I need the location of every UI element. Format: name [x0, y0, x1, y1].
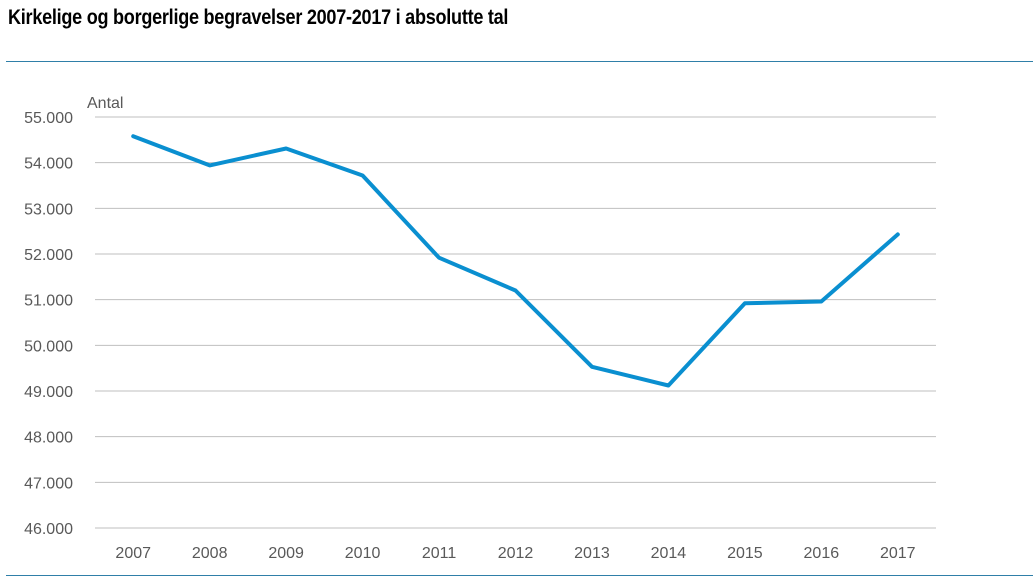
x-tick-label: 2011	[422, 545, 457, 562]
y-tick-label: 53.000	[24, 201, 73, 218]
x-tick-label: 2010	[345, 545, 381, 562]
gridlines	[95, 116, 936, 529]
y-tick-label: 48.000	[24, 430, 73, 447]
x-axis-tick-labels: 2007 2008 2009 2010 2011 2012 2013 2014 2015 2016…	[115, 545, 915, 562]
x-tick-label: 2013	[574, 545, 610, 562]
x-tick-label: 2017	[880, 545, 916, 562]
title-divider	[6, 61, 1033, 62]
y-tick-label: 49.000	[24, 384, 73, 401]
series-layer	[131, 134, 900, 388]
series-line	[131, 134, 900, 388]
x-tick-label: 2014	[651, 545, 687, 562]
y-axis-tick-labels: 46.000 47.000 48.000 49.000 50.000 51.000 52.0…	[24, 110, 73, 538]
x-tick-label: 2009	[268, 545, 304, 562]
x-tick-label: 2016	[804, 545, 840, 562]
x-tick-label: 2008	[192, 545, 228, 562]
chart-title: Kirkelige og borgerlige begravelser 2007…	[8, 6, 509, 29]
y-tick-label: 47.000	[24, 475, 73, 492]
y-tick-label: 51.000	[24, 293, 73, 310]
y-tick-label: 54.000	[24, 156, 73, 173]
x-tick-label: 2007	[115, 545, 151, 562]
y-tick-label: 52.000	[24, 247, 73, 264]
x-tick-label: 2012	[498, 545, 534, 562]
x-tick-label: 2015	[727, 545, 763, 562]
y-tick-label: 46.000	[24, 521, 73, 538]
y-tick-label: 55.000	[24, 110, 73, 127]
bottom-divider	[6, 575, 1033, 576]
y-tick-label: 50.000	[24, 338, 73, 355]
y-axis-label: Antal	[87, 95, 123, 112]
